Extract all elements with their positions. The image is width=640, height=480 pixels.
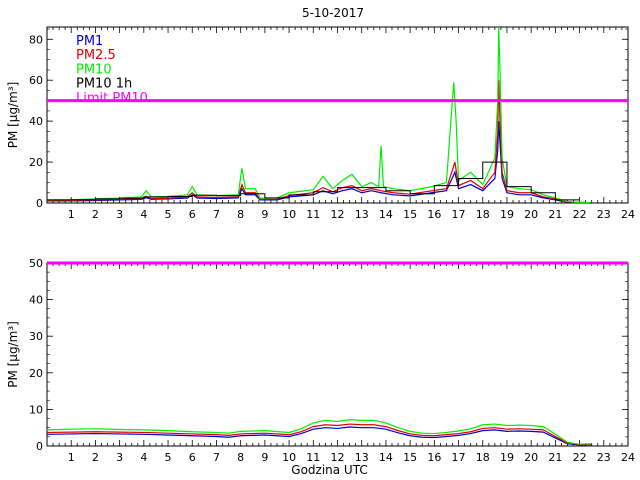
x-tick-label: 24: [621, 451, 635, 464]
x-tick-label: 3: [116, 451, 123, 464]
x-tick-label: 7: [213, 208, 220, 221]
y-tick-label: 0: [36, 440, 43, 453]
x-axis-label: Godzina UTC: [291, 463, 367, 477]
x-tick-label: 23: [597, 208, 611, 221]
x-tick-label: 1: [68, 451, 75, 464]
x-tick-label: 19: [500, 208, 514, 221]
x-tick-label: 5: [165, 208, 172, 221]
x-tick-label: 7: [213, 451, 220, 464]
y-tick-label: 80: [29, 33, 43, 46]
x-tick-label: 12: [331, 208, 345, 221]
x-tick-label: 9: [261, 208, 268, 221]
series-line-pm10: [47, 27, 590, 203]
x-tick-label: 14: [379, 208, 393, 221]
y-axis-label: PM [µg/m³]: [6, 321, 20, 388]
x-tick-label: 1: [68, 208, 75, 221]
x-tick-label: 4: [140, 208, 147, 221]
series-line-pm1: [47, 426, 592, 446]
y-tick-label: 40: [29, 294, 43, 307]
x-tick-label: 10: [282, 451, 296, 464]
series-line-pm2-5: [47, 423, 592, 446]
plot-frame: [46, 26, 629, 204]
x-tick-label: 2: [92, 208, 99, 221]
y-tick-label: 30: [29, 330, 43, 343]
x-tick-label: 17: [452, 208, 466, 221]
y-tick-label: 50: [29, 257, 43, 270]
x-tick-label: 8: [237, 208, 244, 221]
x-tick-label: 19: [500, 451, 514, 464]
y-tick-label: 20: [29, 156, 43, 169]
y-tick-label: 60: [29, 74, 43, 87]
x-tick-label: 20: [524, 208, 538, 221]
x-tick-label: 21: [548, 451, 562, 464]
legend-entry: PM10: [76, 62, 112, 77]
x-tick-label: 11: [306, 208, 320, 221]
x-tick-label: 22: [573, 451, 587, 464]
x-tick-label: 2: [92, 451, 99, 464]
x-tick-label: 13: [355, 208, 369, 221]
y-axis-label: PM [µg/m³]: [6, 82, 20, 149]
legend-entry: PM1: [76, 34, 103, 49]
x-tick-label: 17: [452, 451, 466, 464]
x-tick-label: 16: [427, 208, 441, 221]
x-tick-label: 10: [282, 208, 296, 221]
series-line-pm2-5: [47, 80, 590, 203]
legend-entry: PM2.5: [76, 48, 116, 63]
bottom-panel: 1 2 3 4 5 6 7 8 9 10 11 12 13 14 15 16 17 18 19 20 21 22 23 240…: [6, 257, 635, 477]
x-tick-label: 20: [524, 451, 538, 464]
x-tick-label: 15: [403, 208, 417, 221]
x-tick-label: 16: [427, 451, 441, 464]
legend-entry: Limit PM10: [76, 91, 148, 106]
y-tick-label: 40: [29, 115, 43, 128]
x-tick-label: 21: [548, 208, 562, 221]
x-tick-label: 6: [189, 208, 196, 221]
series-line-pm10-1h: [47, 161, 580, 201]
x-tick-label: 13: [355, 451, 369, 464]
series-line-pm1: [47, 121, 590, 203]
x-tick-label: 4: [140, 451, 147, 464]
y-tick-label: 0: [36, 197, 43, 210]
legend-entry: PM10 1h: [76, 77, 132, 92]
y-tick-label: 10: [29, 403, 43, 416]
x-tick-label: 14: [379, 451, 393, 464]
series-line-pm10: [47, 419, 592, 445]
x-tick-label: 12: [331, 451, 345, 464]
x-tick-label: 6: [189, 451, 196, 464]
x-tick-label: 9: [261, 451, 268, 464]
plot-frame: [46, 262, 629, 447]
x-tick-label: 18: [476, 451, 490, 464]
x-tick-label: 11: [306, 451, 320, 464]
x-tick-label: 18: [476, 208, 490, 221]
x-tick-label: 23: [597, 451, 611, 464]
x-tick-label: 15: [403, 451, 417, 464]
x-tick-label: 3: [116, 208, 123, 221]
chart-title: 5-10-2017: [302, 6, 364, 20]
x-tick-label: 22: [573, 208, 587, 221]
y-tick-label: 20: [29, 367, 43, 380]
top-panel: 1 2 3 4 5 6 7 8 9 10 11 12 13 14 15 16 17 18 19 20 21 22 23 240…: [6, 26, 635, 221]
x-tick-label: 8: [237, 451, 244, 464]
x-tick-label: 24: [621, 208, 635, 221]
x-tick-label: 5: [165, 451, 172, 464]
